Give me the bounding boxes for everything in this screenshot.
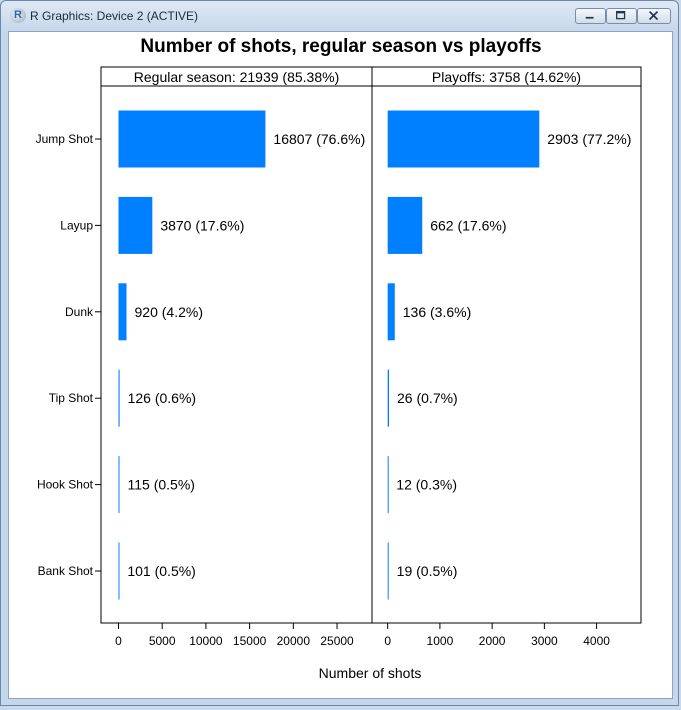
chart-title: Number of shots, regular season vs playo… (140, 36, 541, 57)
bar-value-label: 920 (4.2%) (135, 304, 203, 320)
bar-value-label: 126 (0.6%) (128, 390, 196, 406)
bar-value-label: 101 (0.5%) (127, 563, 195, 579)
maximize-button[interactable] (606, 8, 637, 24)
category-label: Jump Shot (36, 132, 94, 146)
category-label: Tip Shot (49, 391, 94, 405)
bar-value-label: 115 (0.5%) (127, 477, 194, 493)
maximize-icon (616, 10, 626, 20)
bar (118, 456, 120, 514)
close-button[interactable] (637, 8, 671, 24)
x-tick-label: 3000 (531, 634, 558, 648)
x-tick-label: 1000 (427, 634, 454, 648)
x-tick-label: 4000 (583, 634, 610, 648)
bar (387, 456, 389, 514)
graphics-device-canvas: Number of shots, regular season vs playo… (8, 31, 673, 699)
bar (387, 110, 540, 168)
minimize-button[interactable] (575, 8, 606, 24)
bar (387, 542, 389, 600)
r-logo-icon: R (10, 8, 26, 23)
x-tick-label: 20000 (277, 634, 311, 648)
window-title: R Graphics: Device 2 (ACTIVE) (30, 9, 199, 23)
x-tick-label: 2000 (479, 634, 506, 648)
bar (387, 369, 390, 427)
minimize-icon (585, 16, 594, 19)
bar (118, 110, 266, 168)
x-axis-title: Number of shots (319, 665, 422, 681)
x-tick-label: 10000 (189, 634, 223, 648)
category-label: Dunk (65, 305, 94, 319)
bar-value-label: 3870 (17.6%) (160, 217, 244, 233)
bar (387, 196, 423, 254)
x-tick-label: 15000 (233, 634, 267, 648)
bar-chart: Number of shots, regular season vs playo… (36, 36, 642, 681)
category-label: Bank Shot (38, 564, 94, 578)
x-tick-label: 5000 (149, 634, 176, 648)
bar (118, 369, 120, 427)
close-icon (649, 11, 659, 21)
bar (387, 283, 395, 341)
bar-value-label: 19 (0.5%) (397, 563, 458, 579)
panel-strip-label: Playoffs: 3758 (14.62%) (432, 69, 581, 85)
bar-value-label: 16807 (76.6%) (273, 131, 365, 147)
bar (118, 283, 127, 341)
bar-value-label: 26 (0.7%) (397, 390, 458, 406)
x-tick-label: 0 (115, 634, 122, 648)
bar (118, 542, 120, 600)
panel-strip-label: Regular season: 21939 (85.38%) (134, 69, 339, 85)
x-tick-label: 25000 (320, 634, 354, 648)
bar-value-label: 2903 (77.2%) (547, 131, 631, 147)
title-bar[interactable]: R R Graphics: Device 2 (ACTIVE) (1, 1, 678, 31)
bar (118, 196, 153, 254)
bar-value-label: 136 (3.6%) (403, 304, 471, 320)
bar-value-label: 12 (0.3%) (396, 477, 457, 493)
x-tick-label: 0 (384, 634, 391, 648)
category-label: Hook Shot (37, 478, 94, 492)
category-label: Layup (60, 218, 93, 232)
bar-value-label: 662 (17.6%) (430, 217, 506, 233)
panel-frame (371, 66, 642, 624)
